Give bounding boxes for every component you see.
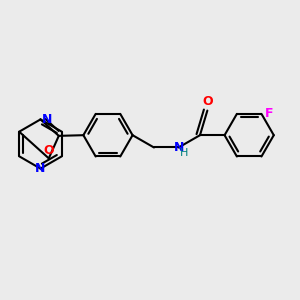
Text: F: F	[265, 107, 273, 120]
Text: O: O	[202, 95, 213, 108]
Text: N: N	[35, 162, 46, 175]
Text: H: H	[180, 148, 188, 158]
Text: N: N	[173, 141, 184, 154]
Text: O: O	[44, 144, 54, 157]
Text: N: N	[42, 113, 52, 126]
